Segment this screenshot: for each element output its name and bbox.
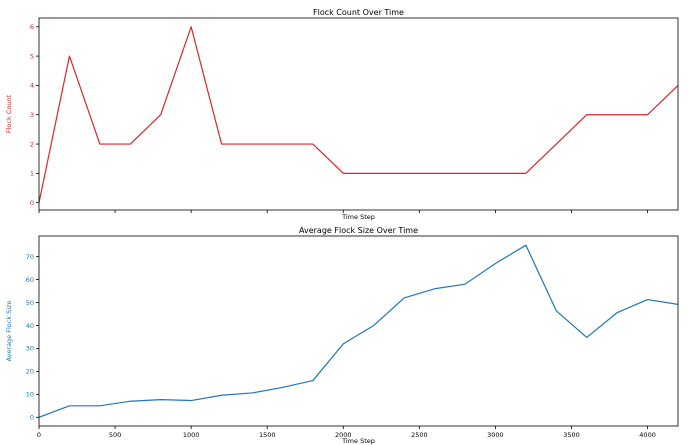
y-tick-label: 0 [30,414,34,422]
y-tick-label: 30 [26,345,34,353]
y-tick-label: 6 [30,23,34,31]
series-line [39,244,678,418]
x-tick-label: 4000 [639,431,656,439]
y-tick-label: 40 [26,322,34,330]
x-tick-label: 3000 [487,431,504,439]
x-tick-label: 500 [109,431,121,439]
chart-title: Flock Count Over Time [313,8,404,17]
y-tick-label: 3 [30,111,34,119]
y-axis-label: Average Flock Size [5,300,13,361]
y-tick-label: 0 [30,199,34,207]
chart-title: Average Flock Size Over Time [299,226,418,235]
series-line [39,26,678,203]
x-tick-label: 2500 [411,431,428,439]
x-axis-label: Time Step [341,437,375,445]
y-tick-label: 60 [26,276,34,284]
y-axis-label: Flock Count [5,94,13,133]
axes-frame [38,17,679,211]
y-tick-label: 4 [30,82,34,90]
y-tick-label: 10 [26,391,34,399]
x-axis-label: Time Step [341,213,375,221]
y-tick-label: 20 [26,368,34,376]
x-tick-label: 3500 [563,431,580,439]
x-tick-label: 1500 [259,431,276,439]
y-tick-label: 5 [30,52,34,60]
y-tick-label: 50 [26,299,34,307]
x-tick-label: 1000 [183,431,200,439]
subplot-1: Flock Count Over Time 0 1 2 3 4 5 6 Time Step Flo… [5,8,679,221]
y-tick-label: 2 [30,140,34,148]
y-tick-label: 1 [30,170,34,178]
x-tick-label: 2000 [335,431,352,439]
x-tick-label: 0 [37,431,41,439]
axes-frame [38,235,679,427]
y-tick-label: 70 [26,253,34,261]
